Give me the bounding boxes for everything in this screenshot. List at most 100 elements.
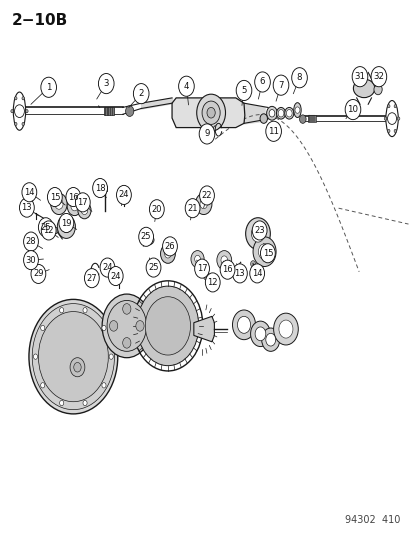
Circle shape <box>245 217 270 249</box>
Ellipse shape <box>293 103 300 117</box>
Circle shape <box>299 115 305 123</box>
Circle shape <box>46 224 51 231</box>
Circle shape <box>51 193 67 215</box>
Circle shape <box>14 105 24 117</box>
Text: 2−10B: 2−10B <box>12 13 68 28</box>
Circle shape <box>152 265 156 270</box>
Text: 9: 9 <box>204 130 209 139</box>
Circle shape <box>31 264 46 284</box>
Circle shape <box>249 264 264 283</box>
Circle shape <box>24 251 38 270</box>
Circle shape <box>203 274 207 280</box>
Text: 29: 29 <box>33 269 43 278</box>
Circle shape <box>273 75 288 95</box>
Bar <box>108 263 112 267</box>
Text: 1: 1 <box>46 83 51 92</box>
Circle shape <box>220 260 235 279</box>
Circle shape <box>194 259 209 278</box>
Text: 14: 14 <box>252 269 262 278</box>
Text: 26: 26 <box>164 242 175 251</box>
Circle shape <box>53 227 58 233</box>
Text: 14: 14 <box>24 188 35 197</box>
Polygon shape <box>193 317 214 342</box>
Circle shape <box>109 320 117 331</box>
Circle shape <box>195 193 211 215</box>
Circle shape <box>164 249 171 258</box>
Circle shape <box>59 400 64 406</box>
Circle shape <box>38 312 108 402</box>
Text: 5: 5 <box>241 86 246 95</box>
Text: 25: 25 <box>40 223 51 232</box>
Text: 31: 31 <box>354 72 365 81</box>
Circle shape <box>70 358 85 377</box>
Circle shape <box>55 199 63 209</box>
Circle shape <box>396 117 399 120</box>
Text: 13: 13 <box>234 269 244 278</box>
Circle shape <box>40 325 45 330</box>
Text: 6: 6 <box>259 77 265 86</box>
Circle shape <box>41 221 56 240</box>
Circle shape <box>47 188 62 207</box>
Circle shape <box>265 333 275 346</box>
Circle shape <box>236 80 251 101</box>
Circle shape <box>109 354 113 359</box>
Circle shape <box>32 304 114 410</box>
Text: 28: 28 <box>26 237 36 246</box>
Circle shape <box>185 199 199 217</box>
Text: 24: 24 <box>119 190 129 199</box>
Circle shape <box>344 100 360 119</box>
Circle shape <box>387 130 389 133</box>
Circle shape <box>66 188 81 207</box>
Circle shape <box>196 94 225 131</box>
Circle shape <box>83 400 87 406</box>
Circle shape <box>84 269 99 288</box>
Circle shape <box>59 308 64 313</box>
Ellipse shape <box>353 79 374 98</box>
Text: 15: 15 <box>50 192 60 201</box>
Circle shape <box>133 84 149 104</box>
Circle shape <box>373 84 381 95</box>
Circle shape <box>278 320 292 338</box>
Circle shape <box>370 67 386 87</box>
Circle shape <box>232 264 247 283</box>
Text: 22: 22 <box>201 191 212 200</box>
Ellipse shape <box>13 92 26 130</box>
Circle shape <box>102 294 151 358</box>
Circle shape <box>387 113 396 124</box>
Text: 12: 12 <box>43 226 54 235</box>
Ellipse shape <box>140 235 154 245</box>
Circle shape <box>160 244 175 263</box>
Text: 7: 7 <box>278 80 283 90</box>
Circle shape <box>38 217 53 237</box>
Text: 23: 23 <box>254 226 264 235</box>
Circle shape <box>205 273 220 292</box>
Circle shape <box>387 104 389 108</box>
Circle shape <box>116 185 131 205</box>
Circle shape <box>102 325 106 330</box>
Circle shape <box>206 108 215 118</box>
Text: 11: 11 <box>268 127 278 136</box>
Circle shape <box>74 362 81 372</box>
Bar <box>104 107 114 115</box>
Circle shape <box>216 251 231 270</box>
Circle shape <box>22 96 24 100</box>
Circle shape <box>26 110 28 113</box>
Circle shape <box>278 110 283 117</box>
Circle shape <box>178 76 194 96</box>
Ellipse shape <box>42 222 55 232</box>
Bar <box>121 189 126 193</box>
Circle shape <box>202 101 220 124</box>
Polygon shape <box>172 98 244 127</box>
Text: 21: 21 <box>187 204 197 213</box>
Circle shape <box>100 258 115 277</box>
Circle shape <box>251 225 264 242</box>
Circle shape <box>232 310 255 340</box>
Circle shape <box>71 201 78 211</box>
Circle shape <box>254 72 270 92</box>
Text: 8: 8 <box>296 73 301 82</box>
Circle shape <box>102 383 106 388</box>
Circle shape <box>252 221 266 240</box>
Text: 94302  410: 94302 410 <box>344 515 399 525</box>
Text: 17: 17 <box>77 198 88 207</box>
Text: 30: 30 <box>26 256 36 265</box>
